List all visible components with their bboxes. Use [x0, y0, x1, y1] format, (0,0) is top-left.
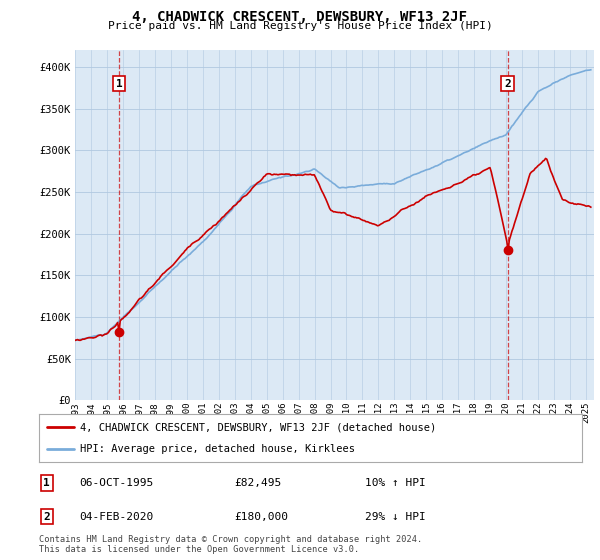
Text: £180,000: £180,000: [235, 512, 289, 521]
Text: Price paid vs. HM Land Registry's House Price Index (HPI): Price paid vs. HM Land Registry's House …: [107, 21, 493, 31]
Text: 10% ↑ HPI: 10% ↑ HPI: [365, 478, 425, 488]
Text: 1: 1: [43, 478, 50, 488]
Text: 06-OCT-1995: 06-OCT-1995: [80, 478, 154, 488]
Text: 1: 1: [116, 78, 122, 88]
Text: 04-FEB-2020: 04-FEB-2020: [80, 512, 154, 521]
Text: HPI: Average price, detached house, Kirklees: HPI: Average price, detached house, Kirk…: [80, 444, 355, 454]
Text: 4, CHADWICK CRESCENT, DEWSBURY, WF13 2JF (detached house): 4, CHADWICK CRESCENT, DEWSBURY, WF13 2JF…: [80, 422, 436, 432]
Text: 2: 2: [43, 512, 50, 521]
Text: Contains HM Land Registry data © Crown copyright and database right 2024.
This d: Contains HM Land Registry data © Crown c…: [39, 535, 422, 554]
Text: 2: 2: [504, 78, 511, 88]
Text: 29% ↓ HPI: 29% ↓ HPI: [365, 512, 425, 521]
Text: £82,495: £82,495: [235, 478, 282, 488]
Text: 4, CHADWICK CRESCENT, DEWSBURY, WF13 2JF: 4, CHADWICK CRESCENT, DEWSBURY, WF13 2JF: [133, 10, 467, 24]
